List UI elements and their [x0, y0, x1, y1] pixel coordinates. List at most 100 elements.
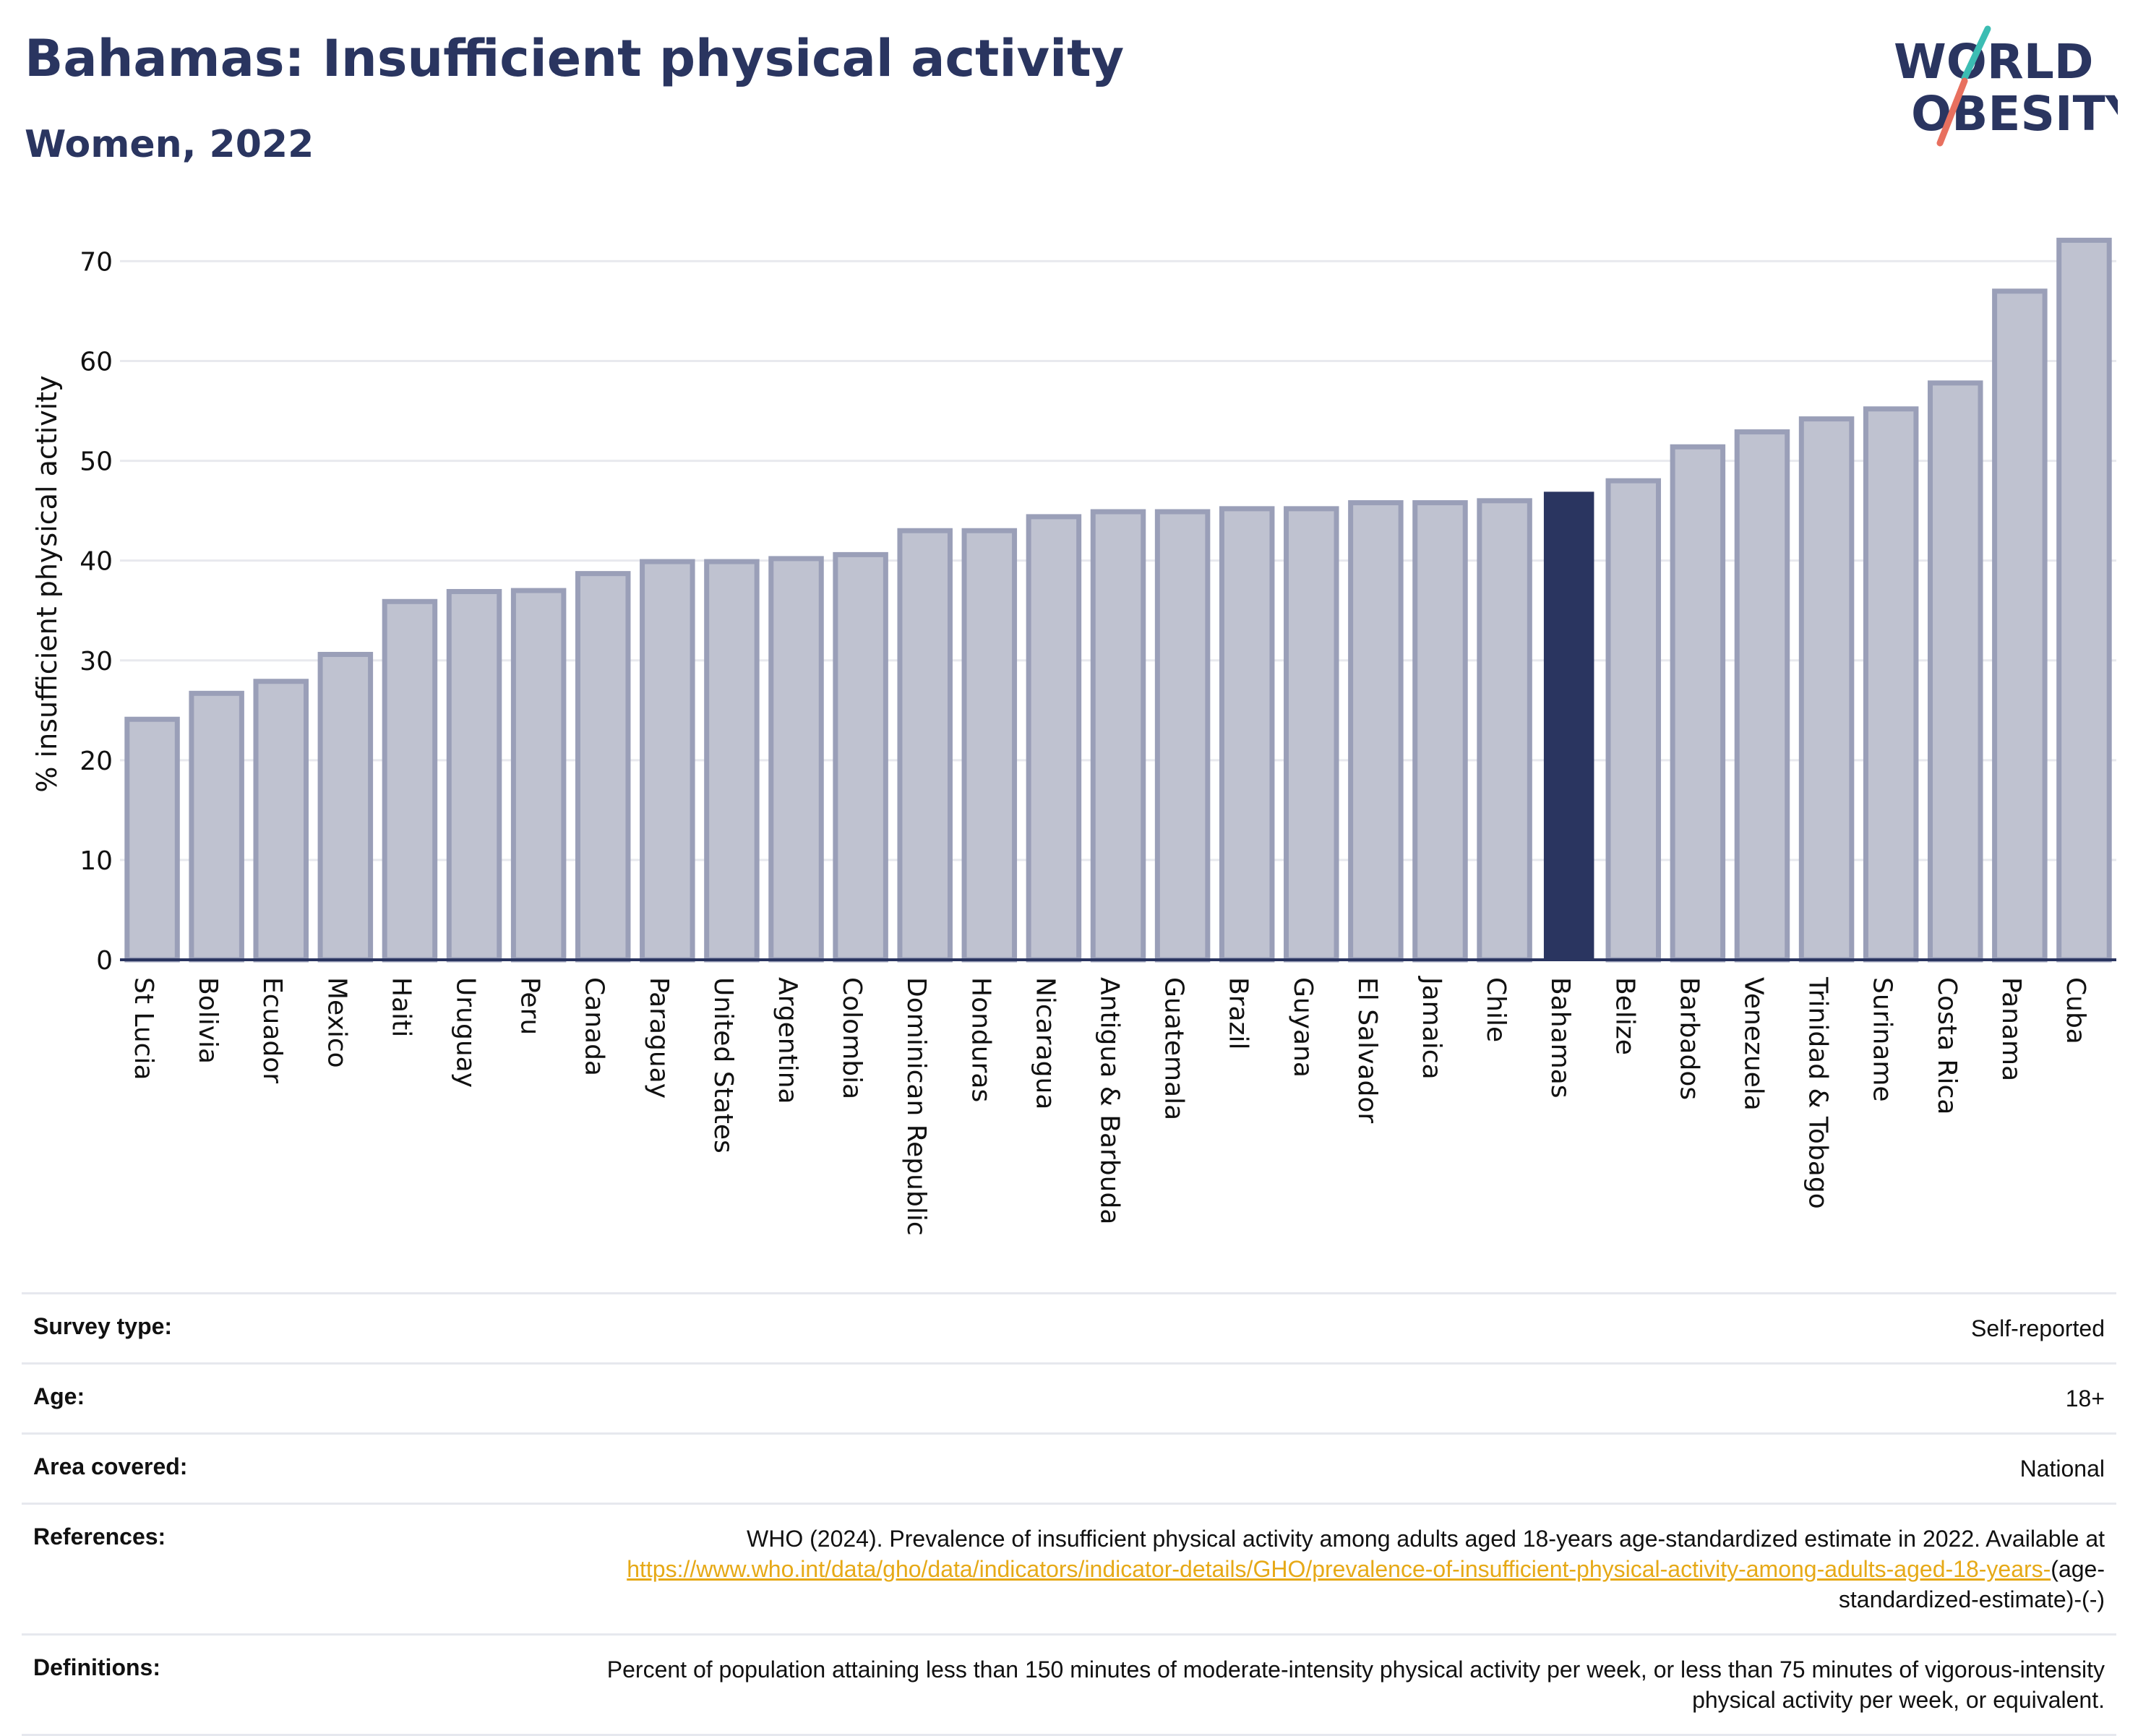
bar-jamaica	[1412, 500, 1468, 963]
bar-costa-rica	[1928, 380, 1983, 963]
x-tick-label: El Salvador	[1352, 977, 1382, 1123]
bar-dominican-republic	[897, 528, 953, 963]
meta-value: Percent of population attaining less tha…	[606, 1656, 2105, 1713]
x-tick-label: Uruguay	[451, 977, 481, 1088]
meta-label: References:	[33, 1524, 166, 1550]
x-tick-label: Honduras	[966, 977, 995, 1102]
y-tick-label: 60	[80, 348, 113, 377]
x-tick-label: Colombia	[837, 977, 867, 1099]
bar-peru	[510, 588, 567, 963]
reference-link[interactable]: https://www.who.int/data/gho/data/indica…	[627, 1556, 2051, 1582]
x-tick-label: Cuba	[2061, 977, 2090, 1044]
x-tick-label: United States	[708, 977, 738, 1153]
bar-argentina	[768, 556, 824, 963]
x-tick-label: Belize	[1610, 977, 1639, 1055]
meta-row-references: References: WHO (2024). Prevalence of in…	[22, 1503, 2116, 1633]
world-obesity-logo: WORLD OBESITY	[1894, 25, 2118, 147]
bar-cuba	[2056, 237, 2112, 963]
bar-uruguay	[446, 588, 502, 963]
x-tick-label: Suriname	[1868, 977, 1897, 1102]
meta-label: Survey type:	[33, 1313, 173, 1339]
meta-label: Definitions:	[33, 1654, 160, 1680]
bar-guatemala	[1154, 509, 1211, 963]
bar-suriname	[1863, 406, 1919, 963]
y-tick-label: 10	[80, 846, 113, 876]
meta-value: WHO (2024). Prevalence of insufficient p…	[583, 1524, 2105, 1615]
bar-chile	[1477, 498, 1532, 963]
bar-st-lucia	[124, 716, 180, 963]
y-tick-label: 40	[80, 547, 113, 577]
meta-row-survey-type: Survey type: Self-reported	[22, 1292, 2116, 1362]
bar-mexico	[317, 651, 374, 963]
meta-row-area-covered: Area covered: National	[22, 1432, 2116, 1503]
bar-bahamas	[1543, 491, 1594, 960]
x-tick-label: Peru	[515, 977, 545, 1035]
y-tick-label: 70	[80, 247, 113, 277]
metadata-table: Survey type: Self-reported Age: 18+ Area…	[22, 1292, 2116, 1736]
bar-colombia	[833, 551, 888, 963]
logo-slash-teal	[1961, 25, 1991, 82]
bar-haiti	[382, 598, 438, 963]
x-tick-label: St Lucia	[129, 977, 158, 1080]
meta-value: Self-reported	[1971, 1315, 2105, 1341]
y-tick-label: 20	[80, 747, 113, 776]
x-tick-label: Dominican Republic	[901, 977, 931, 1236]
logo-slash-coral	[1936, 77, 1968, 147]
x-tick-label: Bahamas	[1545, 977, 1575, 1099]
bar-chart: 0 10 20 30 40 50 60 70 St Lucia Bolivia Ecuador Me…	[31, 237, 2116, 1236]
bar-el-salvador	[1348, 500, 1404, 963]
bar-paraguay	[640, 559, 695, 963]
x-tick-label: Guatemala	[1159, 977, 1189, 1120]
x-tick-label: Venezuela	[1738, 977, 1768, 1111]
x-tick-label: Mexico	[322, 977, 351, 1068]
bar-canada	[575, 571, 631, 963]
meta-label: Age:	[33, 1383, 85, 1409]
x-tick-label: Costa Rica	[1932, 977, 1962, 1114]
page-title: Bahamas: Insufficient physical activity	[25, 29, 1125, 88]
x-tick-label: Brazil	[1224, 977, 1253, 1049]
y-ticks: 0 10 20 30 40 50 60 70	[80, 247, 113, 976]
bar-trinidad-tobago	[1798, 416, 1855, 963]
y-tick-label: 30	[80, 647, 113, 676]
bar-belize	[1605, 478, 1662, 963]
bar-honduras	[961, 528, 1018, 963]
y-tick-label: 0	[96, 946, 113, 976]
x-tick-label: Argentina	[773, 977, 802, 1104]
meta-value: National	[2019, 1456, 2105, 1482]
x-tick-label: Guyana	[1288, 977, 1318, 1078]
bar-panama	[1992, 288, 2048, 963]
bar-barbados	[1670, 444, 1726, 963]
x-tick-label: Jamaica	[1417, 976, 1446, 1080]
x-tick-label: Chile	[1481, 977, 1511, 1042]
bar-brazil	[1219, 506, 1275, 963]
y-tick-label: 50	[80, 447, 113, 477]
bar-bolivia	[189, 690, 244, 963]
page-subtitle: Women, 2022	[25, 123, 314, 166]
meta-label: Area covered:	[33, 1453, 188, 1479]
x-tick-labels: St Lucia Bolivia Ecuador Mexico Haiti Uruguay…	[129, 976, 2090, 1236]
x-tick-label: Bolivia	[193, 977, 223, 1064]
x-tick-label: Barbados	[1674, 977, 1704, 1100]
meta-row-age: Age: 18+	[22, 1362, 2116, 1432]
x-tick-label: Panama	[1996, 977, 2026, 1081]
x-tick-label: Antigua & Barbuda	[1095, 977, 1125, 1224]
reference-text: WHO (2024). Prevalence of insufficient p…	[747, 1526, 2105, 1552]
meta-value: 18+	[2065, 1385, 2105, 1411]
x-tick-label: Trinidad & Tobago	[1803, 976, 1833, 1209]
bar-ecuador	[253, 679, 309, 963]
bar-antigua-barbuda	[1090, 509, 1146, 963]
meta-row-definitions: Definitions: Percent of population attai…	[22, 1633, 2116, 1736]
x-tick-label: Nicaragua	[1030, 977, 1060, 1109]
y-axis-label: % insufficient physical activity	[31, 375, 63, 792]
x-tick-label: Canada	[580, 977, 609, 1076]
reference-suffix: (age-standardized-estimate)-(-)	[1838, 1556, 2105, 1612]
bars	[124, 237, 2112, 963]
bar-venezuela	[1734, 429, 1790, 963]
x-tick-label: Paraguay	[644, 977, 674, 1099]
bar-guyana	[1284, 506, 1339, 963]
x-tick-label: Haiti	[386, 977, 416, 1037]
bar-nicaragua	[1026, 514, 1082, 963]
x-tick-label: Ecuador	[257, 977, 287, 1083]
bar-united-states	[704, 559, 760, 963]
logo-text-world: WORLD	[1894, 34, 2094, 90]
